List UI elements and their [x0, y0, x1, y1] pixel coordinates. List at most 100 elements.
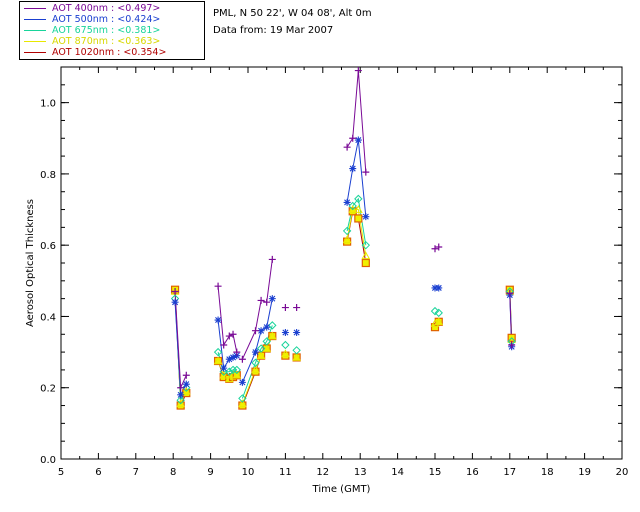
series-line-400nm: [174, 291, 187, 388]
series-line-675nm: [241, 325, 273, 399]
data-point-870nm: [348, 205, 358, 213]
data-point-400nm: [214, 282, 222, 290]
data-point-400nm: [171, 288, 179, 296]
x-tick-label: 14: [391, 467, 404, 478]
legend-label-400nm: AOT 400nm : <0.497>: [52, 3, 161, 14]
legend-swatch-400nm: [24, 8, 46, 9]
data-point-500nm: [431, 284, 439, 292]
x-tick-label: 8: [170, 467, 176, 478]
legend-item-870nm: AOT 870nm : <0.363>: [24, 36, 160, 48]
data-point-870nm: [342, 235, 352, 244]
data-point-1020nm-fill: [177, 402, 185, 410]
data-point-500nm: [182, 380, 190, 388]
series-line-500nm: [346, 139, 367, 217]
x-axis-label: Time (GMT): [312, 484, 371, 495]
data-point-400nm: [220, 341, 228, 349]
data-point-500nm: [171, 298, 179, 306]
data-point-400nm: [506, 289, 514, 297]
data-point-1020nm-fill: [220, 373, 228, 381]
legend-label-500nm: AOT 500nm : <0.424>: [52, 14, 161, 25]
data-point-675nm: [354, 194, 363, 204]
legend: AOT 400nm : <0.497> AOT 500nm : <0.424> …: [19, 1, 205, 60]
x-tick-label: 5: [58, 467, 64, 478]
data-point-500nm: [225, 355, 233, 363]
y-tick-label: 0.8: [40, 170, 56, 181]
legend-item-675nm: AOT 675nm : <0.381>: [24, 25, 160, 37]
x-tick-label: 18: [541, 467, 554, 478]
data-point-870nm: [181, 386, 191, 395]
data-point-675nm: [430, 306, 440, 316]
data-point-1020nm-fill: [263, 345, 271, 353]
data-point-500nm: [214, 316, 222, 324]
data-point-675nm: [434, 308, 443, 318]
data-point-400nm: [281, 304, 289, 312]
x-tick-label: 13: [354, 467, 367, 478]
data-point-675nm: [342, 226, 352, 236]
data-point-500nm: [263, 323, 271, 331]
data-point-1020nm-fill: [281, 352, 289, 360]
legend-label-1020nm: AOT 1020nm : <0.354>: [52, 47, 167, 58]
x-tick-label: 19: [578, 467, 591, 478]
legend-swatch-1020nm: [24, 52, 46, 53]
data-point-870nm: [213, 356, 223, 365]
data-point-1020nm-fill: [349, 207, 357, 215]
data-point-1020nm: [507, 333, 516, 342]
data-point-500nm: [435, 284, 443, 292]
data-point-500nm: [233, 352, 241, 360]
data-point-870nm: [232, 370, 242, 379]
data-point-1020nm-fill: [238, 402, 246, 410]
data-point-400nm: [354, 67, 362, 75]
data-point-870nm: [361, 251, 371, 260]
data-point-675nm: [348, 201, 357, 211]
data-point-400nm: [268, 255, 276, 263]
data-point-870nm: [238, 399, 247, 408]
data-point-675nm: [361, 240, 371, 250]
x-tick-label: 16: [466, 467, 479, 478]
data-point-500nm: [220, 364, 228, 372]
data-point-1020nm-fill: [362, 259, 370, 267]
data-point-1020nm: [354, 214, 363, 223]
data-point-500nm: [362, 213, 370, 221]
data-point-1020nm-fill: [268, 332, 276, 340]
data-date: Data from: 19 Mar 2007: [213, 25, 334, 36]
data-point-500nm: [281, 328, 289, 336]
data-point-1020nm-fill: [257, 352, 265, 360]
x-tick-label: 7: [133, 467, 139, 478]
data-point-870nm: [262, 343, 272, 352]
y-tick-label: 0.0: [40, 455, 56, 466]
data-point-400nm: [177, 384, 185, 392]
data-point-870nm: [219, 370, 229, 379]
data-point-400nm: [293, 304, 301, 312]
legend-item-400nm: AOT 400nm : <0.497>: [24, 3, 160, 15]
data-point-870nm: [281, 349, 290, 358]
data-point-1020nm-fill: [431, 323, 439, 331]
data-point-400nm: [229, 330, 237, 338]
legend-swatch-675nm: [24, 30, 46, 31]
data-point-1020nm: [361, 258, 370, 268]
data-point-400nm: [349, 134, 357, 142]
data-point-870nm: [267, 331, 277, 340]
data-point-675nm: [262, 337, 271, 346]
data-point-1020nm-fill: [343, 238, 351, 246]
data-point-675nm: [268, 321, 277, 330]
legend-label-675nm: AOT 675nm : <0.381>: [52, 25, 161, 36]
x-tick-label: 12: [316, 467, 329, 478]
data-point-1020nm-fill: [506, 286, 514, 294]
data-point-500nm: [343, 198, 351, 206]
data-point-400nm: [431, 245, 439, 253]
data-point-675nm: [213, 347, 223, 357]
data-point-675nm: [232, 365, 241, 375]
data-point-675nm: [251, 358, 260, 367]
data-point-870nm: [434, 317, 444, 326]
data-point-870nm: [256, 351, 266, 359]
legend-swatch-500nm: [24, 19, 46, 20]
data-point-400nm: [225, 332, 233, 340]
data-point-500nm: [257, 327, 265, 335]
data-point-500nm: [293, 328, 301, 336]
data-point-1020nm-fill: [182, 389, 190, 397]
data-point-1020nm-fill: [214, 357, 222, 365]
x-tick-label: 6: [95, 467, 101, 478]
data-point-675nm: [256, 344, 266, 353]
data-point-400nm: [251, 327, 259, 335]
data-point-1020nm-fill: [293, 353, 301, 361]
